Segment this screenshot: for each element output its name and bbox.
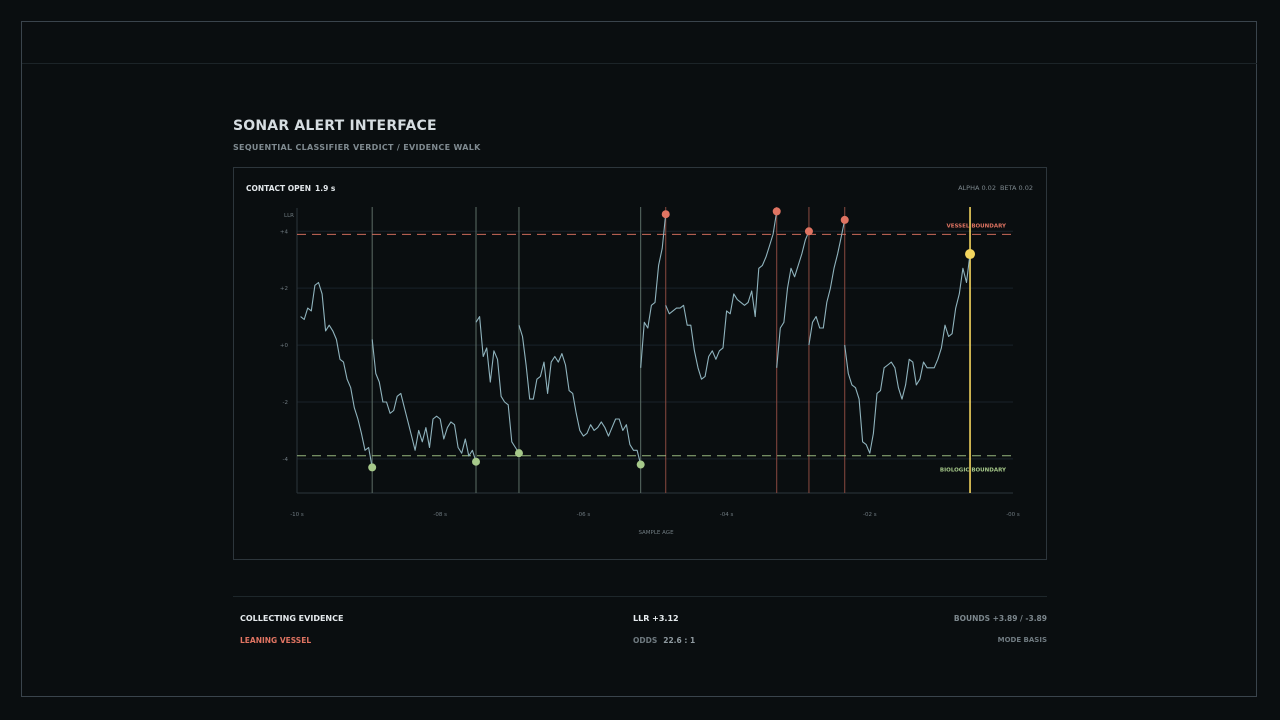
alpha-value: ALPHA 0.02 bbox=[958, 184, 996, 192]
vessel-decision-point bbox=[804, 227, 813, 236]
current-decision-point bbox=[965, 249, 976, 260]
beta-value: BETA 0.02 bbox=[999, 184, 1033, 192]
mode-readout: MODE BASIS bbox=[997, 636, 1047, 644]
vessel-decision-point bbox=[840, 215, 849, 224]
x-tick-label: -06 s bbox=[577, 512, 591, 518]
vessel-decision-point bbox=[661, 210, 670, 219]
biologic-boundary-label: BIOLOGIC BOUNDARY bbox=[940, 468, 1007, 474]
footer-rule bbox=[233, 596, 1047, 597]
contact-duration: 1.9 s bbox=[315, 184, 336, 193]
llr-trace-segment bbox=[640, 214, 667, 368]
biologic-decision-point bbox=[472, 457, 480, 466]
y-tick-label: -4 bbox=[283, 457, 289, 463]
llr-trace-segment bbox=[475, 316, 520, 454]
y-tick-label: -2 bbox=[283, 400, 288, 406]
y-tick-label: +0 bbox=[280, 343, 289, 349]
llr-trace-segment bbox=[776, 231, 810, 368]
bounds-readout: BOUNDS +3.89 / -3.89 bbox=[953, 614, 1047, 623]
page-title: SONAR ALERT INTERFACE bbox=[233, 118, 437, 134]
odds-label: ODDS bbox=[633, 636, 658, 645]
biologic-decision-point bbox=[514, 449, 523, 458]
chart-panel bbox=[233, 167, 1047, 560]
y-axis-label: LLR bbox=[284, 213, 294, 219]
header-rule bbox=[22, 63, 1257, 64]
llr-readout: LLR +3.12 bbox=[633, 614, 679, 623]
x-tick-label: -10 s bbox=[290, 512, 304, 518]
x-tick-label: -08 s bbox=[433, 512, 447, 518]
page-subtitle: SEQUENTIAL CLASSIFIER VERDICT / EVIDENCE… bbox=[233, 143, 481, 152]
x-tick-label: -02 s bbox=[863, 512, 877, 518]
x-tick-label: -04 s bbox=[720, 512, 734, 518]
y-tick-label: +2 bbox=[280, 286, 288, 292]
contact-label: CONTACT OPEN bbox=[246, 184, 311, 193]
vessel-boundary-label: VESSEL BOUNDARY bbox=[946, 223, 1007, 229]
llr-trace-segment bbox=[844, 253, 971, 454]
biologic-decision-point bbox=[636, 460, 645, 469]
llr-trace-segment bbox=[808, 219, 846, 346]
llr-trace-segment bbox=[518, 325, 642, 465]
y-tick-label: +4 bbox=[280, 229, 289, 235]
error-params: ALPHA 0.02 BETA 0.02 bbox=[958, 184, 1033, 192]
x-axis-label: SAMPLE AGE bbox=[638, 530, 674, 536]
classifier-status: COLLECTING EVIDENCE bbox=[240, 614, 344, 623]
llr-trace-segment bbox=[371, 339, 477, 462]
vessel-decision-point bbox=[772, 207, 781, 216]
llr-trace-segment bbox=[300, 281, 373, 468]
lean-indicator: LEANING VESSEL bbox=[240, 636, 312, 645]
odds-readout: ODDS 22.6 : 1 bbox=[633, 636, 695, 645]
x-tick-label: -00 s bbox=[1006, 512, 1020, 518]
odds-value: 22.6 : 1 bbox=[663, 636, 696, 645]
contact-status: CONTACT OPEN 1.9 s bbox=[246, 184, 335, 193]
outer-frame bbox=[21, 21, 1257, 697]
llr-trace-segment bbox=[665, 211, 778, 380]
biologic-decision-point bbox=[368, 463, 377, 472]
